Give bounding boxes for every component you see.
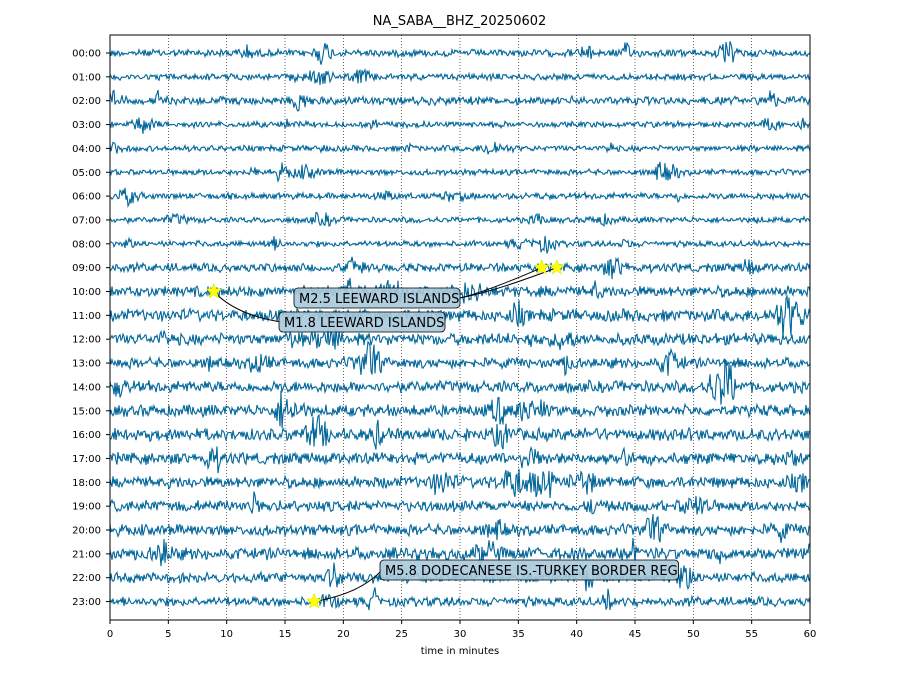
y-tick-label: 15:00 [72, 406, 101, 417]
annotation-label: M2.5 LEEWARD ISLANDS [299, 292, 459, 307]
event-annotations: M2.5 LEEWARD ISLANDS M1.8 LEEWARD ISLANDS… [205, 258, 680, 609]
y-tick-label: 06:00 [72, 192, 101, 203]
y-tick-labels: 00:00 01:00 02:00 03:00 04:00 05:00 06:00 07:00… [72, 49, 110, 608]
y-tick-label: 16:00 [72, 430, 101, 441]
y-tick-label: 13:00 [72, 359, 101, 370]
x-tick-label: 10 [220, 629, 233, 640]
x-tick-label: 40 [570, 629, 583, 640]
x-tick-label: 50 [687, 629, 700, 640]
trace-line [109, 117, 811, 134]
trace-line [109, 89, 811, 112]
annotation-box [293, 287, 461, 309]
x-tick-label: 20 [337, 629, 350, 640]
trace-line [109, 468, 811, 499]
x-tick-label: 45 [629, 629, 642, 640]
y-tick-label: 11:00 [72, 311, 101, 322]
annotation-arrow [459, 267, 542, 299]
y-tick-label: 20:00 [72, 526, 101, 537]
annotation-label: M1.8 LEEWARD ISLANDS [284, 316, 444, 331]
event-star-marker [205, 282, 223, 299]
trace-line [109, 327, 811, 351]
y-tick-label: 21:00 [72, 549, 101, 560]
y-tick-label: 09:00 [72, 263, 101, 274]
y-tick-label: 12:00 [72, 335, 101, 346]
annotation-label: M5.8 DODECANESE IS.-TURKEY BORDER REG [385, 564, 678, 579]
x-tick-label: 0 [107, 629, 113, 640]
x-tick-label: 15 [279, 629, 292, 640]
y-tick-label: 10:00 [72, 287, 101, 298]
x-axis-label: time in minutes [421, 646, 500, 657]
y-tick-label: 05:00 [72, 168, 101, 179]
trace-line [109, 294, 811, 338]
traces-group [109, 41, 811, 611]
trace-line [109, 211, 811, 227]
event-star-marker [305, 592, 323, 609]
x-tick-label: 30 [454, 629, 467, 640]
x-ticks: 0 5 10 15 20 25 30 35 40 45 50 55 60 [107, 620, 817, 640]
x-tick-label: 60 [804, 629, 817, 640]
y-tick-label: 23:00 [72, 597, 101, 608]
x-tick-label: 35 [512, 629, 525, 640]
trace-line [109, 340, 811, 377]
trace-line [109, 413, 811, 450]
trace-line [109, 390, 811, 428]
y-tick-label: 07:00 [72, 215, 101, 226]
annotation-box [278, 311, 446, 333]
plot-frame [109, 34, 811, 621]
annotation-box [379, 559, 680, 581]
trace-line [109, 537, 811, 567]
trace-line [109, 41, 811, 65]
chart-title: NA_SABA__BHZ_20250602 [373, 14, 547, 29]
y-tick-label: 01:00 [72, 72, 101, 83]
y-tick-label: 17:00 [72, 454, 101, 465]
x-tick-label: 25 [395, 629, 408, 640]
trace-line [109, 187, 811, 209]
trace-line [109, 141, 811, 155]
y-tick-label: 00:00 [72, 49, 101, 60]
y-tick-label: 19:00 [72, 502, 101, 513]
trace-line [109, 359, 811, 405]
trace-line [109, 513, 811, 543]
trace-line [109, 587, 811, 611]
x-tick-label: 55 [745, 629, 758, 640]
trace-line [109, 491, 811, 515]
x-tick-label: 5 [165, 629, 171, 640]
event-star-marker [533, 258, 550, 275]
y-tick-label: 02:00 [72, 96, 101, 107]
event-star-marker [548, 258, 566, 275]
y-tick-label: 08:00 [72, 239, 101, 250]
y-tick-label: 03:00 [72, 120, 101, 131]
y-tick-label: 22:00 [72, 573, 101, 584]
y-tick-label: 18:00 [72, 478, 101, 489]
annotation-arrow [314, 569, 383, 603]
trace-line [109, 68, 811, 85]
y-tick-label: 04:00 [72, 144, 101, 155]
trace-line [109, 161, 811, 183]
trace-line [109, 235, 811, 254]
trace-line [109, 445, 811, 474]
trace-line [109, 256, 811, 280]
y-tick-label: 14:00 [72, 382, 101, 393]
